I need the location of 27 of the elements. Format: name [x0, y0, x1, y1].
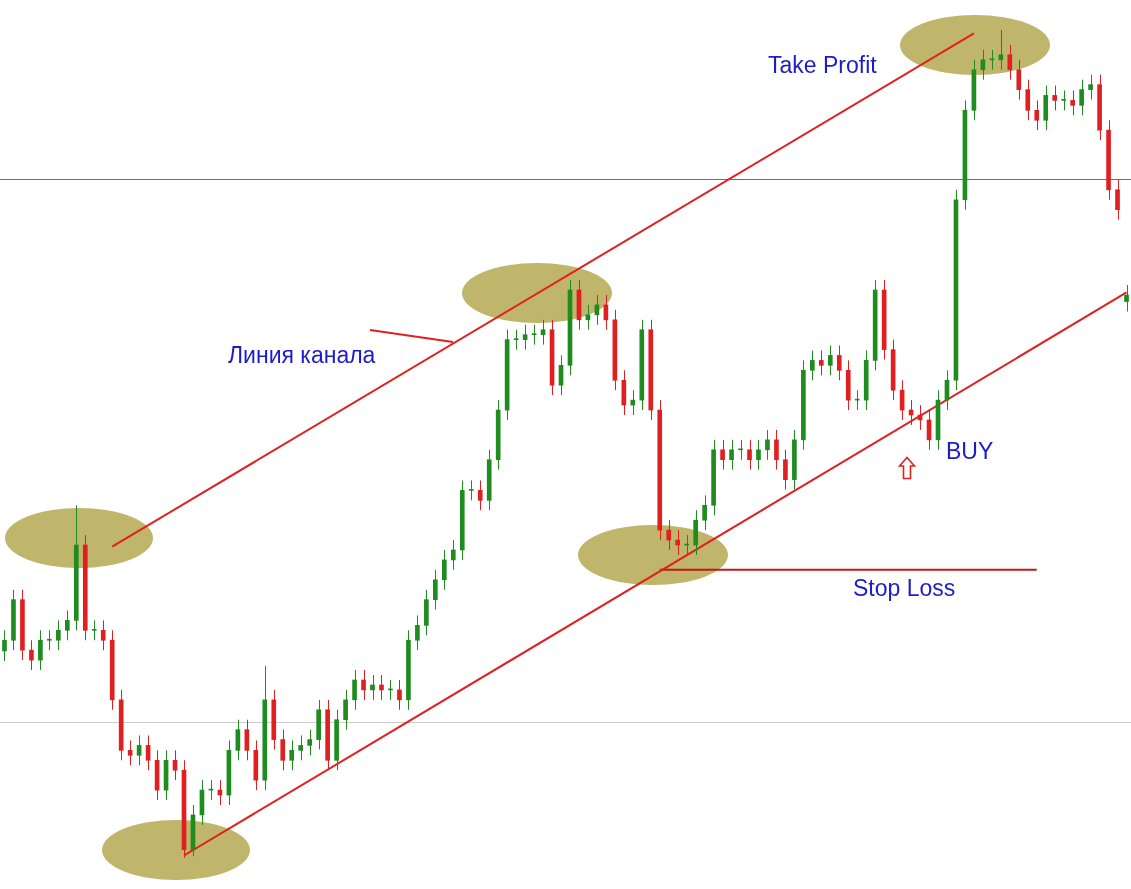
candlestick: [827, 344, 833, 376]
candlestick: [307, 729, 313, 756]
candlestick: [64, 609, 70, 641]
candlestick: [729, 439, 734, 471]
candlestick: [1034, 99, 1040, 131]
annotation: BUY: [946, 438, 994, 464]
candlestick: [1070, 89, 1075, 116]
candlestick: [477, 479, 483, 511]
candlestick: [47, 629, 52, 651]
candlestick: [91, 619, 97, 641]
candlestick: [810, 349, 815, 381]
candlestick: [289, 739, 295, 771]
candlestick: [1088, 74, 1093, 101]
candlestick: [100, 619, 106, 651]
candlestick: [298, 734, 304, 761]
candlestick: [1061, 89, 1067, 111]
candlestick: [747, 439, 752, 471]
candlestick: [56, 619, 61, 651]
candlestick: [818, 349, 824, 376]
annotation: Take Profit: [768, 52, 877, 78]
candlestick: [468, 479, 474, 501]
annotation: Stop Loss: [853, 575, 956, 601]
annotation: Линия канала: [228, 342, 376, 368]
candlestick: [1052, 84, 1058, 111]
candlestick: [738, 439, 743, 461]
candlestick: [720, 439, 725, 471]
candlestick: [756, 439, 761, 471]
